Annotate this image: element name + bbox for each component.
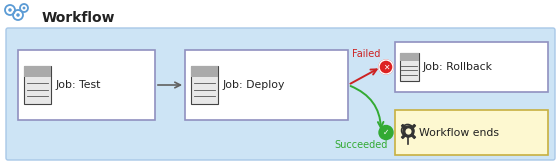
FancyBboxPatch shape — [400, 53, 419, 81]
FancyBboxPatch shape — [24, 66, 51, 104]
FancyBboxPatch shape — [6, 28, 555, 160]
Circle shape — [379, 60, 393, 74]
Text: ✓: ✓ — [383, 128, 389, 137]
FancyBboxPatch shape — [191, 66, 218, 104]
FancyBboxPatch shape — [400, 53, 419, 61]
FancyBboxPatch shape — [24, 66, 51, 77]
FancyBboxPatch shape — [185, 50, 348, 120]
FancyBboxPatch shape — [191, 66, 218, 77]
Text: Workflow: Workflow — [42, 11, 116, 25]
Circle shape — [16, 13, 20, 17]
Text: Failed: Failed — [352, 49, 381, 59]
Text: Job: Test: Job: Test — [56, 80, 101, 90]
Text: Workflow ends: Workflow ends — [419, 127, 499, 137]
FancyBboxPatch shape — [395, 42, 548, 92]
Text: Job: Deploy: Job: Deploy — [223, 80, 285, 90]
Text: Succeeded: Succeeded — [335, 141, 388, 151]
Circle shape — [379, 125, 393, 140]
Circle shape — [22, 7, 25, 9]
Circle shape — [8, 8, 12, 12]
FancyBboxPatch shape — [18, 50, 155, 120]
FancyBboxPatch shape — [395, 110, 548, 155]
Text: Job: Rollback: Job: Rollback — [422, 62, 492, 72]
Text: ✕: ✕ — [383, 62, 389, 72]
